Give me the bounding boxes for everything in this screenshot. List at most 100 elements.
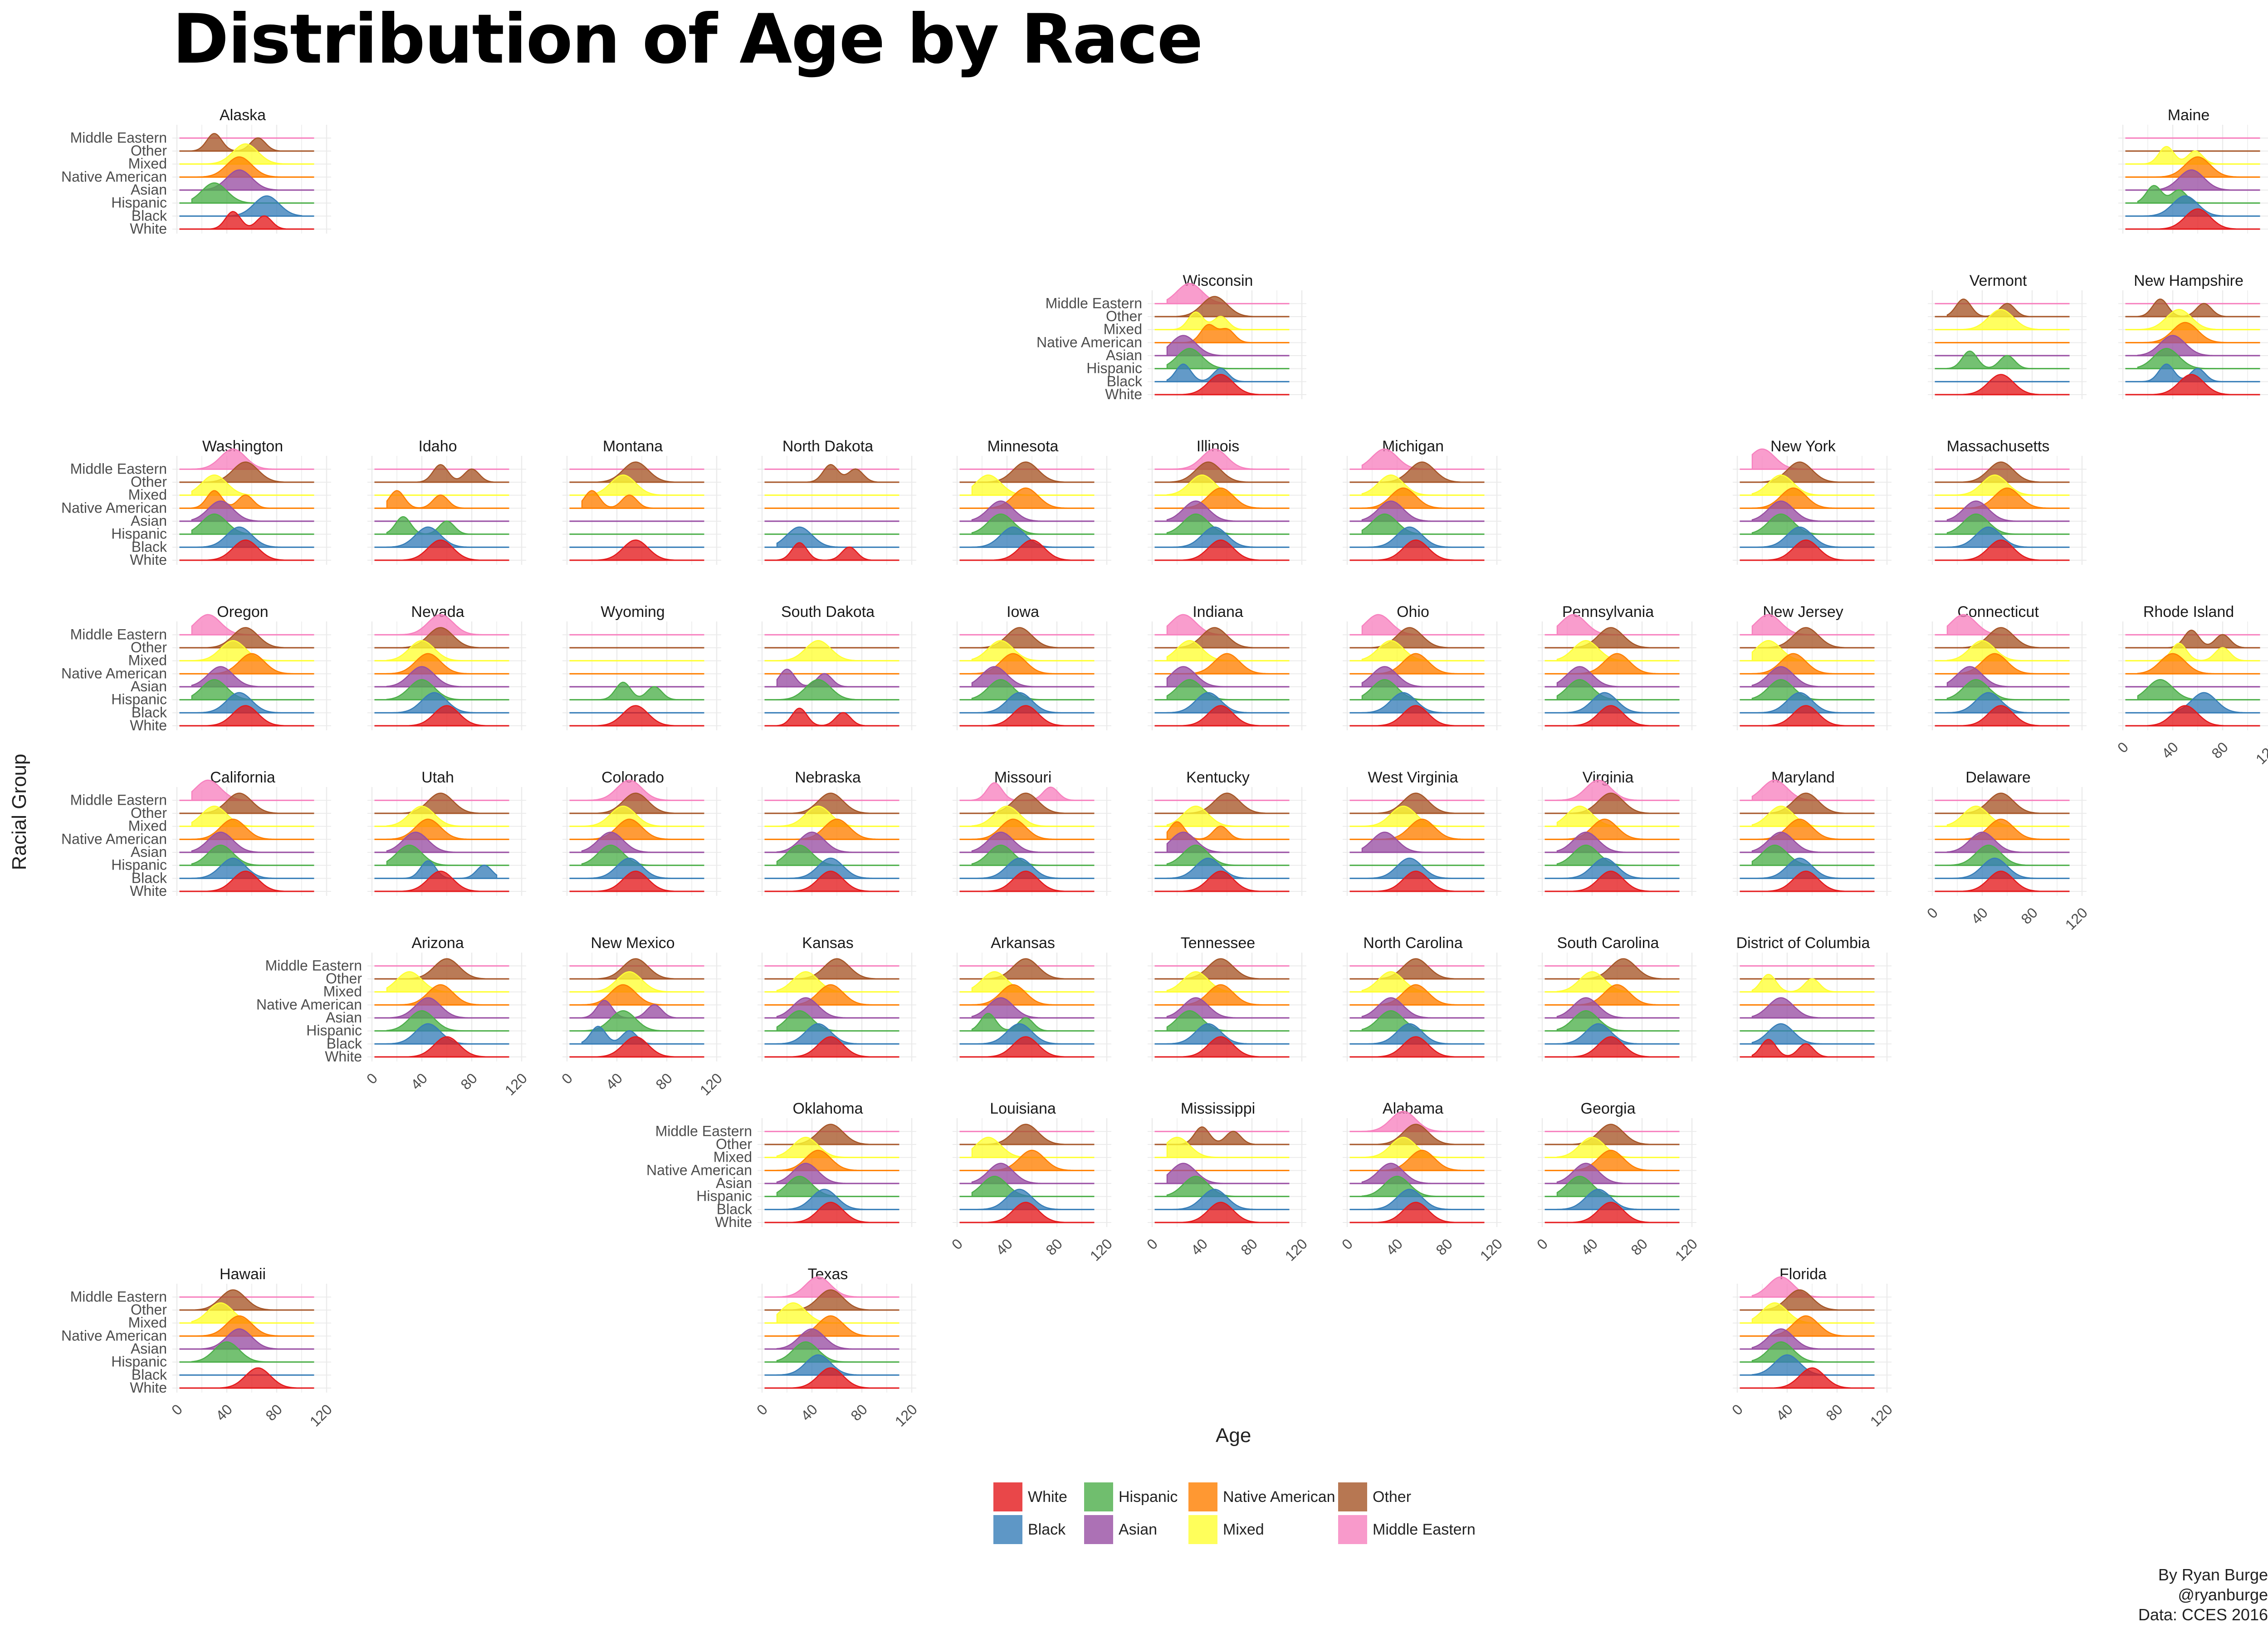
panel-title: Louisiana <box>990 1100 1056 1117</box>
panel-title: Arkansas <box>991 934 1055 952</box>
x-tick-label: 40 <box>797 1401 821 1424</box>
x-tick-label: 0 <box>558 1070 576 1087</box>
ridge-white <box>1167 870 1277 892</box>
panel-vermont: Vermont <box>1928 272 2087 399</box>
x-tick-label: 0 <box>1534 1236 1551 1253</box>
y-tick-label: Middle Eastern <box>70 129 167 146</box>
ridge-middle-eastern <box>1556 779 1667 801</box>
ridge-white <box>1167 539 1277 561</box>
ridge-mixed <box>1946 640 2057 661</box>
ridge-white <box>192 705 302 727</box>
ridge-native-american <box>1947 487 2057 509</box>
legend-item-mixed: Mixed <box>1188 1514 1264 1545</box>
y-tick-label: White <box>130 1379 167 1396</box>
panel-minnesota: Minnesota <box>953 438 1111 565</box>
x-tick-label: 120 <box>502 1070 530 1099</box>
panel-title: West Virginia <box>1368 769 1458 786</box>
ridge-other <box>1167 958 1277 980</box>
panel-kentucky: Kentucky <box>1148 769 1306 896</box>
x-tick-label: 120 <box>307 1401 335 1430</box>
ridge-other <box>1946 298 2057 318</box>
ridge-hispanic <box>2137 348 2248 369</box>
ridge-white <box>192 870 302 892</box>
ridge-white <box>192 1367 303 1389</box>
ridge-white <box>1557 870 1667 892</box>
ridge-white <box>777 870 887 892</box>
panel-title: Missouri <box>994 769 1052 786</box>
ridge-black <box>972 857 1082 879</box>
panel-title: North Carolina <box>1363 934 1462 952</box>
ridge-hispanic <box>971 513 1082 535</box>
ridge-mixed <box>1166 806 1277 827</box>
ridge-white <box>776 708 887 727</box>
ridge-mixed <box>1166 311 1277 330</box>
x-tick-label: 0 <box>168 1401 186 1418</box>
panel-north-carolina: North Carolina <box>1343 934 1501 1061</box>
ridge-other <box>192 627 302 649</box>
panel-title: Georgia <box>1581 1100 1636 1117</box>
y-tick-label: Native American <box>1036 334 1142 350</box>
panel-title: Massachusetts <box>1947 438 2050 455</box>
panel-title: Ohio <box>1397 603 1429 621</box>
x-tick-label: 120 <box>892 1401 920 1430</box>
y-tick-label: Middle Eastern <box>70 1288 167 1305</box>
ridge-black <box>1752 692 1862 714</box>
ridge-white <box>582 705 692 727</box>
ridge-black <box>386 526 497 548</box>
ridge-other <box>972 792 1082 814</box>
ridge-black <box>1362 1188 1472 1210</box>
y-tick-label: Black <box>132 1366 167 1383</box>
x-tick-label: 80 <box>1432 1236 1456 1259</box>
ridge-hispanic <box>1166 1010 1277 1032</box>
ridge-other <box>1166 461 1277 483</box>
ridge-other <box>2138 630 2248 649</box>
y-tick-label: White <box>130 717 167 733</box>
ridge-white <box>582 870 692 892</box>
y-tick-label: Black <box>1107 373 1143 389</box>
ridge-asian <box>386 666 497 688</box>
legend-swatch <box>1338 1482 1367 1511</box>
ridge-hispanic <box>386 1010 497 1032</box>
y-tick-label: Mixed <box>1104 321 1142 337</box>
panel-mississippi: Mississippi 0 40 80 120 <box>1144 1100 1310 1264</box>
ridge-white <box>1947 539 2057 561</box>
ridge-asian <box>386 997 497 1019</box>
x-tick-label: 0 <box>1924 905 1941 922</box>
ridge-other <box>387 627 497 649</box>
ridge-white <box>2137 705 2248 727</box>
ridge-asian <box>191 1328 302 1350</box>
x-tick-label: 40 <box>2158 739 2181 762</box>
ridge-black <box>1361 692 1472 714</box>
ridge-mixed <box>386 640 497 661</box>
ridge-white <box>192 539 302 561</box>
ridge-middle-eastern <box>1167 448 1277 470</box>
ridge-hispanic <box>971 1012 1082 1032</box>
panel-tennessee: Tennessee <box>1148 934 1306 1061</box>
panel-title: New York <box>1770 438 1836 455</box>
ridge-black <box>1556 1188 1667 1210</box>
ridge-other <box>1167 792 1277 814</box>
ridge-black <box>1557 857 1667 879</box>
ridge-middle-eastern <box>582 779 692 801</box>
ridge-black <box>1752 857 1862 879</box>
panel-title: Vermont <box>1970 272 2027 289</box>
panel-district-of-columbia: District of Columbia <box>1733 934 1892 1061</box>
ridge-hispanic <box>776 679 887 700</box>
y-tick-label: Native American <box>61 499 167 516</box>
ridge-black <box>1362 857 1472 879</box>
legend-swatch <box>1084 1482 1113 1511</box>
y-tick-label: Other <box>131 639 167 655</box>
y-tick-label: Mixed <box>128 487 167 503</box>
x-tick-label: 80 <box>457 1070 480 1093</box>
y-tick-label: Other <box>131 142 167 159</box>
ridge-hispanic <box>1166 348 1277 369</box>
x-tick-label: 40 <box>1383 1236 1406 1259</box>
ridge-white <box>972 1036 1082 1058</box>
legend-item-hispanic: Hispanic <box>1084 1481 1178 1513</box>
legend-label: Hispanic <box>1119 1488 1178 1506</box>
ridge-other <box>1167 296 1277 318</box>
